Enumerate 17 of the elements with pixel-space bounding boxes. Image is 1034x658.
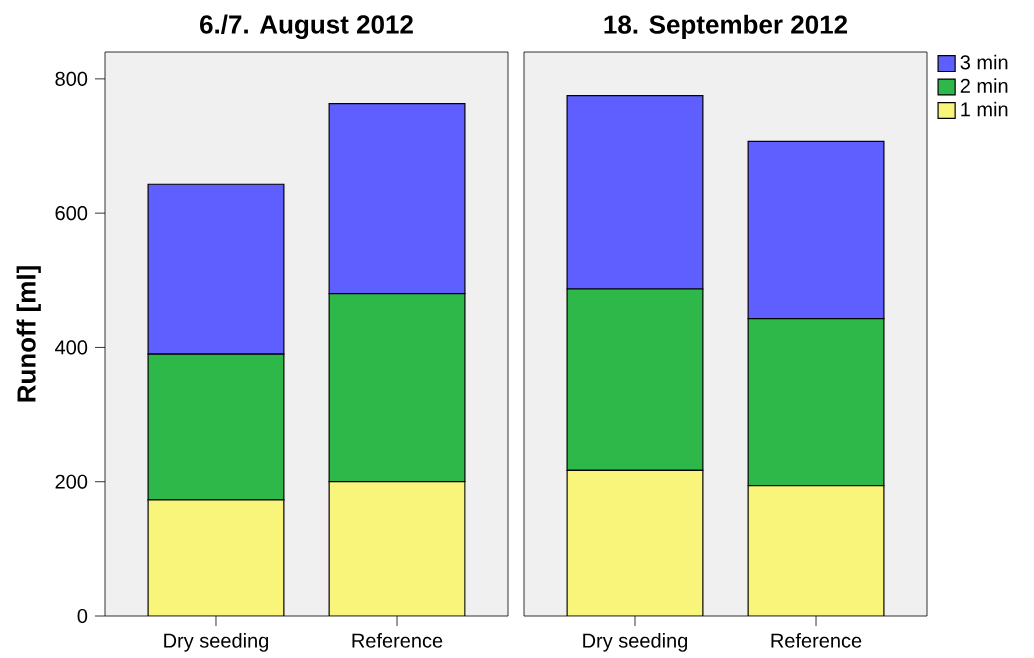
x-tick-label: Dry seeding <box>583 632 688 652</box>
y-tick-label: 0 <box>77 608 88 623</box>
y-axis-title: Runoff [ml] <box>16 265 41 402</box>
bar <box>747 484 885 616</box>
legend-label: 3 min <box>960 54 1008 70</box>
x-tick-label: Reference <box>352 632 443 648</box>
y-tick-label: 800 <box>55 71 88 86</box>
chart-title: 6./7. August 2012 <box>200 14 413 39</box>
bar <box>566 469 704 616</box>
chart-title: 18. September 2012 <box>604 14 848 39</box>
legend-label: 1 min <box>961 101 1008 117</box>
y-tick-label: 400 <box>55 340 88 355</box>
x-tick-label: Reference <box>771 632 862 648</box>
legend-label: 2 min <box>960 78 1008 93</box>
y-tick-label: 200 <box>55 474 88 489</box>
x-tick-label: Dry seeding <box>164 632 269 652</box>
y-tick-label: 600 <box>55 205 88 221</box>
